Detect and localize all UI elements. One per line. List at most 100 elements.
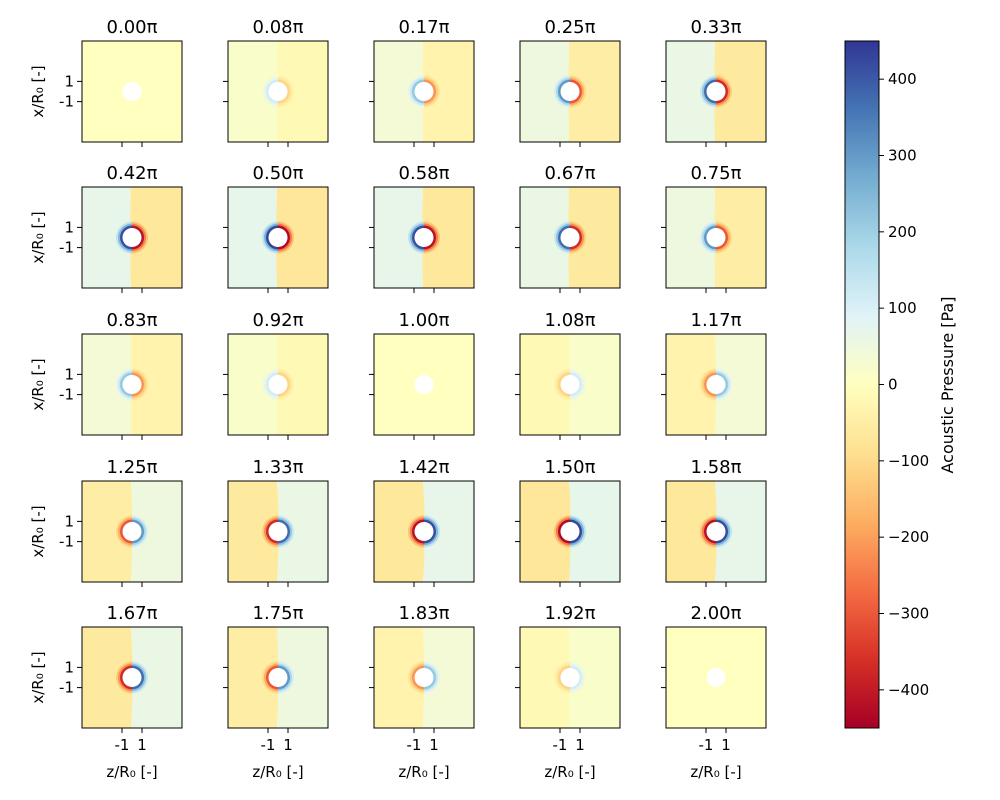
y-tick-label: 1 (64, 658, 74, 676)
pressure-field-left (520, 187, 569, 288)
panel: 1.75π -1 1 z/R₀ [-] (223, 603, 329, 781)
panel-title: 1.17π (691, 310, 742, 331)
sphere (560, 522, 580, 541)
panel: 0.50π (223, 163, 329, 293)
panel-title: 1.75π (253, 603, 304, 624)
panel-grid: 0.00π 1 -1 x/R₀ [-] 0.08π 0.17π 0.25π 0.33π 0.42… (29, 17, 767, 781)
sphere (414, 668, 434, 687)
panel: 0.58π (369, 163, 475, 293)
panel-frame (81, 40, 183, 143)
pressure-field-right (131, 41, 182, 142)
colorbar-tick-label: 0 (888, 376, 898, 394)
pressure-field-right (131, 481, 182, 582)
pressure-field-right (276, 187, 328, 288)
pressure-field-right (277, 627, 328, 728)
pressure-field-right (714, 187, 766, 288)
pressure-field-left (228, 334, 278, 435)
panel: 1.50π (515, 457, 621, 587)
sphere (706, 522, 726, 541)
sphere (414, 522, 434, 541)
x-axis-label: z/R₀ [-] (690, 763, 741, 781)
panel: 1.25π 1 -1 x/R₀ [-] (29, 457, 183, 587)
panel: 2.00π -1 1 z/R₀ [-] (661, 603, 767, 781)
pressure-field-right (131, 627, 182, 728)
pressure-field-left (82, 334, 131, 435)
panel: 0.00π 1 -1 x/R₀ [-] (29, 17, 183, 147)
colorbar-tick-label: −200 (888, 528, 929, 546)
panel: 0.08π (223, 17, 329, 147)
panel: 1.42π (369, 457, 475, 587)
panel-title: 1.42π (399, 457, 450, 478)
panel-title: 1.25π (107, 457, 158, 478)
panel-title: 0.75π (691, 163, 742, 184)
colorbar-tick-label: 400 (888, 70, 917, 88)
x-axis-label: z/R₀ [-] (398, 763, 449, 781)
pressure-field-right (568, 187, 620, 288)
sphere (268, 375, 288, 394)
panel-title: 1.83π (399, 603, 450, 624)
pressure-field-right (422, 41, 474, 142)
sphere (122, 522, 142, 541)
sphere (122, 668, 142, 687)
panel: 1.58π (661, 457, 767, 587)
panel-title: 2.00π (691, 603, 742, 624)
x-tick-label: 1 (721, 736, 731, 754)
panel: 0.67π (515, 163, 621, 293)
x-tick-label: 1 (575, 736, 585, 754)
panel: 1.17π (661, 310, 767, 440)
pressure-field-left (228, 627, 279, 728)
pressure-field-left (666, 481, 717, 582)
pressure-field-left (374, 334, 424, 435)
panel-title: 0.67π (545, 163, 596, 184)
panel: 0.17π (369, 17, 475, 147)
panel-title: 1.00π (399, 310, 450, 331)
panel-frame (519, 333, 621, 436)
panel: 1.92π -1 1 z/R₀ [-] (515, 603, 621, 781)
pressure-field-left (374, 627, 425, 728)
y-tick-label: -1 (59, 679, 74, 697)
panel-frame (81, 186, 183, 289)
panel-title: 0.17π (399, 17, 450, 38)
y-axis-label: x/R₀ [-] (29, 505, 47, 557)
pressure-field-right (130, 334, 182, 435)
panel-title: 0.00π (107, 17, 158, 38)
colorbar: 400 300 200 100 0 −100 −200 −300 −400 Acoustic P… (844, 40, 957, 729)
y-tick-label: -1 (59, 239, 74, 257)
panel-frame (373, 186, 475, 289)
panel: 1.08π (515, 310, 621, 440)
panel-title: 0.42π (107, 163, 158, 184)
panel: 1.33π (223, 457, 329, 587)
sphere (268, 668, 288, 687)
pressure-field-right (569, 627, 620, 728)
panel-frame (81, 480, 183, 583)
sphere (560, 228, 580, 247)
x-axis-label: z/R₀ [-] (106, 763, 157, 781)
panel: 0.42π 1 -1 x/R₀ [-] (29, 163, 183, 293)
x-tick-label: 1 (283, 736, 293, 754)
panel-title: 1.92π (545, 603, 596, 624)
sphere (122, 82, 142, 101)
y-axis-label: x/R₀ [-] (29, 211, 47, 263)
pressure-field-left (520, 627, 570, 728)
panel-title: 1.58π (691, 457, 742, 478)
panel-frame (373, 480, 475, 583)
panel-frame (227, 186, 329, 289)
panel-frame (81, 333, 183, 436)
panel-title: 0.50π (253, 163, 304, 184)
sphere (122, 375, 142, 394)
panel-frame (227, 480, 329, 583)
x-tick-label: 1 (429, 736, 439, 754)
sphere (706, 82, 726, 101)
colorbar-tick-label: −100 (888, 452, 929, 470)
y-axis-label: x/R₀ [-] (29, 358, 47, 410)
panel-frame (519, 626, 621, 729)
panel: 0.83π 1 -1 x/R₀ [-] (29, 310, 183, 440)
pressure-field-left (666, 187, 715, 288)
colorbar-tick-label: 100 (888, 299, 917, 317)
pressure-field-left (228, 187, 277, 288)
panel-title: 0.33π (691, 17, 742, 38)
pressure-field-left (520, 41, 569, 142)
colorbar-tick-label: −300 (888, 605, 929, 623)
panel-frame (519, 40, 621, 143)
colorbar-tick-label: 200 (888, 223, 917, 241)
